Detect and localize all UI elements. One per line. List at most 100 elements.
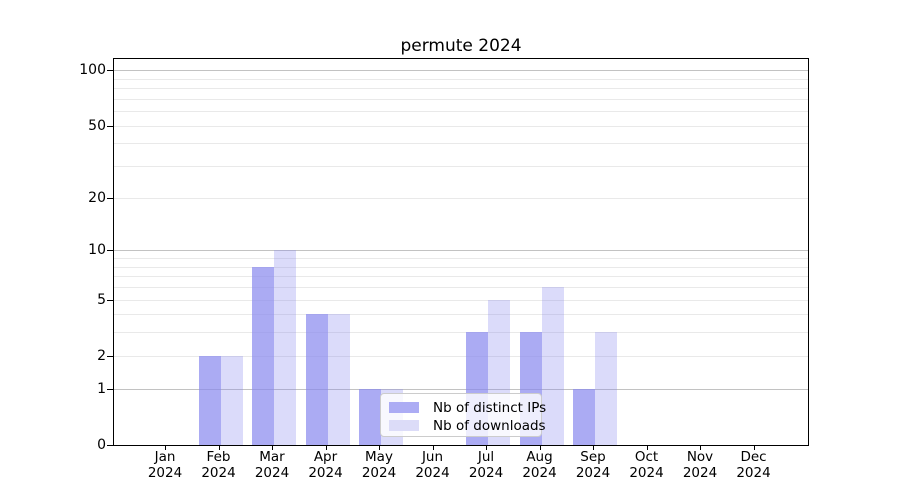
month-label: Oct bbox=[634, 449, 659, 465]
bar-downloads-sep bbox=[595, 332, 617, 445]
x-tick-mark bbox=[218, 446, 220, 450]
bar-distinct-ips-feb bbox=[198, 355, 221, 445]
gridline-minor bbox=[114, 276, 808, 278]
gridline-minor bbox=[114, 258, 808, 260]
y-tick-mark bbox=[107, 250, 113, 252]
bar-distinct-ips-sep bbox=[573, 388, 595, 445]
year-label: 2024 bbox=[147, 464, 183, 481]
y-axis-label-5: 5 bbox=[97, 291, 106, 308]
x-axis-label-apr: Apr 2024 bbox=[299, 449, 353, 481]
x-axis-label-feb: Feb 2024 bbox=[192, 449, 246, 481]
month-label: Apr bbox=[313, 449, 338, 465]
month-label: Nov bbox=[686, 449, 714, 465]
y-tick-mark bbox=[107, 70, 113, 72]
year-label: 2024 bbox=[415, 464, 450, 481]
y-tick-mark bbox=[107, 125, 113, 127]
bar-downloads-feb bbox=[220, 355, 243, 445]
gridline-minor bbox=[114, 299, 808, 301]
x-tick-mark bbox=[272, 446, 273, 450]
x-tick-mark bbox=[432, 446, 434, 450]
x-tick-mark bbox=[646, 446, 648, 450]
year-label: 2024 bbox=[522, 464, 557, 481]
legend-label-distinct-ips: Nb of distinct IPs bbox=[433, 399, 547, 416]
month-label: Dec bbox=[740, 449, 767, 465]
month-label: Jan bbox=[154, 449, 176, 465]
month-label: Jun bbox=[421, 449, 444, 465]
gridline-minor bbox=[114, 111, 808, 113]
gridline-minor bbox=[114, 166, 808, 168]
y-tick-mark bbox=[107, 299, 113, 301]
x-tick-mark bbox=[593, 446, 594, 450]
gridline-minor bbox=[114, 287, 808, 288]
y-axis-label-50: 50 bbox=[88, 117, 106, 134]
x-tick-mark bbox=[486, 446, 487, 450]
y-tick-mark bbox=[107, 388, 113, 390]
y-tick-mark bbox=[107, 445, 113, 446]
gridline-minor bbox=[114, 266, 808, 268]
bar-distinct-ips-mar bbox=[252, 266, 274, 445]
month-label: Sep bbox=[580, 449, 606, 465]
bar-distinct-ips-apr bbox=[305, 314, 328, 445]
y-axis-label-10: 10 bbox=[88, 242, 106, 259]
x-axis-label-jun: Jun 2024 bbox=[406, 449, 460, 481]
x-axis-label-dec: Dec 2024 bbox=[727, 449, 781, 481]
x-axis-label-sep: Sep 2024 bbox=[566, 449, 620, 481]
year-label: 2024 bbox=[201, 464, 236, 481]
x-tick-mark bbox=[539, 446, 541, 450]
year-label: 2024 bbox=[575, 464, 611, 481]
year-label: 2024 bbox=[254, 464, 290, 481]
legend-swatch-distinct-ips-icon bbox=[389, 402, 419, 413]
legend-item-distinct-ips: Nb of distinct IPs bbox=[389, 399, 546, 416]
plot-area bbox=[113, 58, 809, 446]
x-axis-label-nov: Nov 2024 bbox=[673, 449, 727, 481]
legend-swatch-downloads-icon bbox=[389, 420, 419, 431]
gridline-minor bbox=[114, 98, 808, 100]
x-axis-label-aug: Aug 2024 bbox=[513, 449, 567, 481]
bar-distinct-ips-may bbox=[359, 388, 381, 445]
bar-downloads-mar bbox=[274, 250, 296, 445]
y-axis-label-1: 1 bbox=[97, 380, 106, 397]
year-label: 2024 bbox=[361, 464, 397, 481]
gridline-minor bbox=[114, 197, 808, 199]
x-tick-mark bbox=[379, 446, 380, 450]
gridline-minor bbox=[114, 332, 808, 334]
legend-label-downloads: Nb of downloads bbox=[433, 417, 546, 434]
gridline-major bbox=[114, 388, 808, 390]
x-axis-label-may: May 2024 bbox=[352, 449, 406, 481]
x-axis-label-mar: Mar 2024 bbox=[245, 449, 299, 481]
month-label: Feb bbox=[206, 449, 231, 465]
year-label: 2024 bbox=[629, 464, 664, 481]
gridline-major bbox=[114, 250, 808, 252]
year-label: 2024 bbox=[308, 464, 343, 481]
gridline-major bbox=[114, 70, 808, 72]
y-axis-label-0: 0 bbox=[97, 437, 106, 453]
legend-item-downloads: Nb of downloads bbox=[389, 417, 546, 434]
bar-downloads-aug bbox=[541, 287, 564, 445]
month-label: Jul bbox=[477, 449, 495, 465]
y-tick-mark bbox=[107, 355, 113, 357]
gridline-minor bbox=[114, 143, 808, 145]
y-axis-label-20: 20 bbox=[88, 189, 106, 206]
y-axis-label-100: 100 bbox=[79, 62, 106, 79]
x-tick-mark bbox=[325, 446, 327, 450]
x-tick-mark bbox=[700, 446, 701, 450]
y-tick-mark bbox=[107, 197, 113, 199]
year-label: 2024 bbox=[736, 464, 771, 481]
gridline-minor bbox=[114, 355, 808, 357]
x-axis-label-jul: Jul 2024 bbox=[459, 449, 513, 481]
x-axis-label-oct: Oct 2024 bbox=[620, 449, 674, 481]
x-axis-label-jan: Jan 2024 bbox=[138, 449, 192, 481]
chart-title: permute 2024 bbox=[400, 36, 522, 56]
month-label: Mar bbox=[259, 449, 285, 465]
y-axis-label-2: 2 bbox=[97, 347, 106, 364]
gridline-minor bbox=[114, 314, 808, 316]
gridline-minor bbox=[114, 88, 808, 90]
x-tick-mark bbox=[753, 446, 755, 450]
year-label: 2024 bbox=[682, 464, 718, 481]
gridline-minor bbox=[114, 125, 808, 127]
bar-downloads-apr bbox=[327, 314, 350, 445]
x-tick-mark bbox=[165, 446, 166, 450]
month-label: May bbox=[365, 449, 393, 465]
month-label: Aug bbox=[526, 449, 553, 465]
